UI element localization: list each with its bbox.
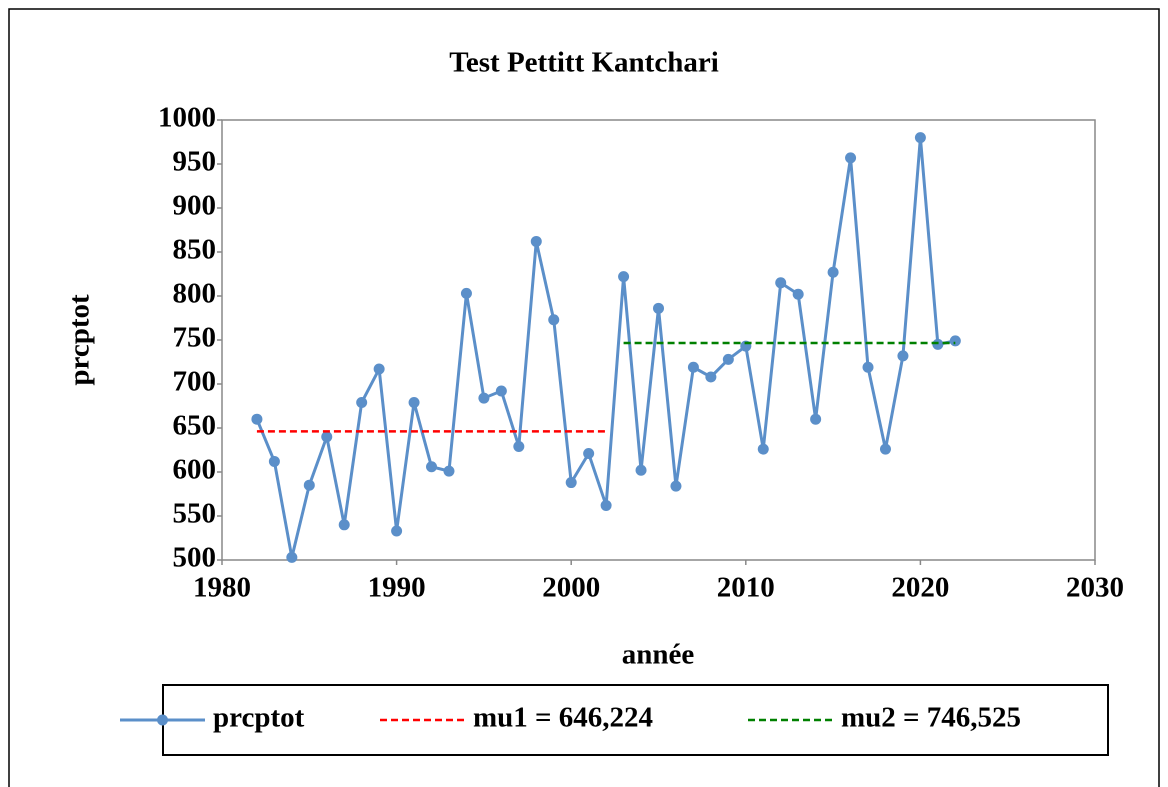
y-tick-label: 700 (173, 366, 217, 398)
legend (162, 684, 1109, 756)
data-point (635, 464, 647, 476)
data-point (251, 413, 263, 425)
x-tick-label: 2030 (1066, 572, 1124, 604)
y-tick-label: 900 (173, 190, 217, 222)
data-point (338, 519, 350, 531)
data-point (565, 477, 577, 489)
chart-border (8, 8, 1160, 787)
data-point (827, 266, 839, 278)
y-tick-label: 600 (173, 454, 217, 486)
y-tick-label: 800 (173, 278, 217, 310)
y-tick-label: 750 (173, 322, 217, 354)
data-point (879, 443, 891, 455)
y-tick-label: 500 (173, 542, 217, 574)
legend-label: mu2 = 746,525 (841, 702, 1021, 734)
data-point (303, 479, 315, 491)
data-point (757, 443, 769, 455)
data-point (583, 448, 595, 460)
x-tick-label: 2010 (717, 572, 775, 604)
data-point (722, 353, 734, 365)
data-point (670, 480, 682, 492)
y-tick-label: 650 (173, 410, 217, 442)
data-point (408, 396, 420, 408)
data-point (653, 302, 664, 314)
chart-title: Test Pettitt Kantchari (449, 47, 719, 79)
data-point (862, 361, 874, 373)
data-point (618, 271, 630, 283)
x-tick-label: 2020 (891, 572, 949, 604)
x-tick-label: 2000 (542, 572, 600, 604)
y-axis-label: prcptot (64, 294, 96, 386)
data-point (286, 551, 298, 563)
data-point (600, 499, 612, 511)
data-point (845, 152, 857, 164)
data-point (775, 277, 787, 289)
data-point (495, 385, 507, 397)
data-point (443, 465, 455, 477)
legend-label: prcptot (213, 702, 305, 734)
y-tick-label: 850 (173, 234, 217, 266)
data-point (513, 440, 525, 452)
data-point (478, 392, 490, 404)
data-point (949, 335, 961, 347)
data-point (530, 235, 542, 247)
data-point (268, 455, 280, 467)
data-point (460, 287, 472, 299)
legend-marker (157, 714, 168, 726)
data-point (932, 338, 944, 350)
data-point (687, 361, 699, 373)
data-point (356, 396, 368, 408)
x-tick-label: 1980 (193, 572, 251, 604)
data-point (897, 350, 909, 362)
data-point (426, 461, 438, 473)
data-point (391, 525, 403, 537)
data-point (810, 413, 822, 425)
x-tick-label: 1990 (368, 572, 426, 604)
data-point (373, 363, 385, 375)
data-point (321, 431, 333, 443)
y-tick-label: 950 (173, 146, 217, 178)
data-point (705, 371, 717, 383)
x-axis-label: année (622, 639, 695, 671)
data-point (792, 288, 804, 300)
y-tick-label: 550 (173, 498, 217, 530)
legend-label: mu1 = 646,224 (473, 702, 653, 734)
data-point (548, 314, 560, 326)
y-tick-label: 1000 (158, 102, 216, 134)
data-point (914, 132, 926, 144)
